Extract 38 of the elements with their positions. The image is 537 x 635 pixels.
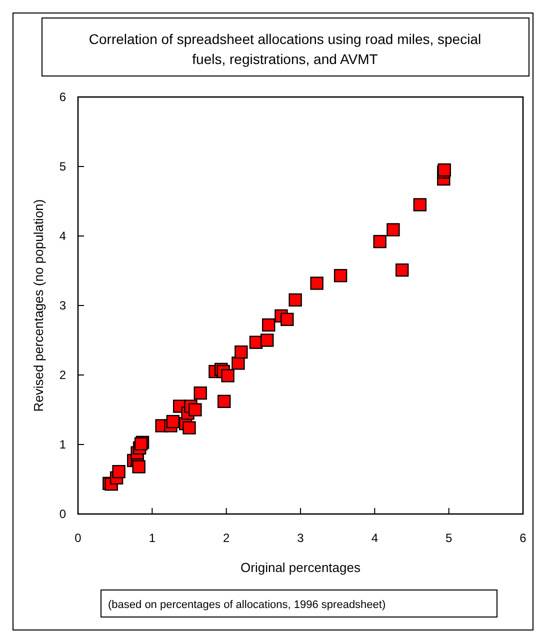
- y-tick-label: 4: [59, 229, 66, 243]
- y-tick-label: 5: [59, 160, 66, 174]
- point: [194, 386, 207, 400]
- y-tick-label: 0: [59, 507, 66, 521]
- point: [262, 318, 276, 332]
- point: [234, 345, 248, 359]
- point: [188, 403, 202, 416]
- point: [386, 223, 400, 236]
- point: [396, 263, 409, 277]
- x-axis-title: Original percentages: [240, 560, 361, 575]
- point: [413, 198, 427, 212]
- y-axis-title: Revised percentages (no population): [31, 199, 46, 412]
- point: [218, 394, 231, 408]
- point: [232, 356, 245, 370]
- chart-title: Correlation of spreadsheet allocations using road miles, special fuels, registrations, and AVMT: [88, 31, 482, 67]
- y-tick-label: 2: [59, 368, 66, 382]
- x-tick-label: 4: [371, 531, 378, 545]
- point: [280, 312, 294, 326]
- x-tick-label: 3: [297, 531, 304, 545]
- point: [310, 276, 324, 290]
- x-tick-label: 0: [74, 531, 82, 545]
- point: [112, 465, 126, 478]
- x-tick-label: 2: [222, 531, 230, 545]
- text: (based on percentages of allocations, 1996 spreadsheet): [108, 599, 386, 611]
- point: [132, 460, 146, 474]
- point: [288, 293, 302, 307]
- x-tick-label: 1: [148, 531, 156, 545]
- x-tick-label: 5: [445, 531, 452, 545]
- point: [166, 414, 180, 428]
- point: [221, 369, 234, 382]
- y-tick-label: 6: [59, 90, 66, 104]
- x-tick-label: 6: [520, 531, 527, 545]
- point: [260, 334, 274, 347]
- point: [182, 421, 196, 434]
- y-tick-label: 3: [59, 298, 66, 312]
- point: [334, 269, 348, 282]
- point: [373, 234, 386, 248]
- y-tick-label: 1: [59, 438, 66, 452]
